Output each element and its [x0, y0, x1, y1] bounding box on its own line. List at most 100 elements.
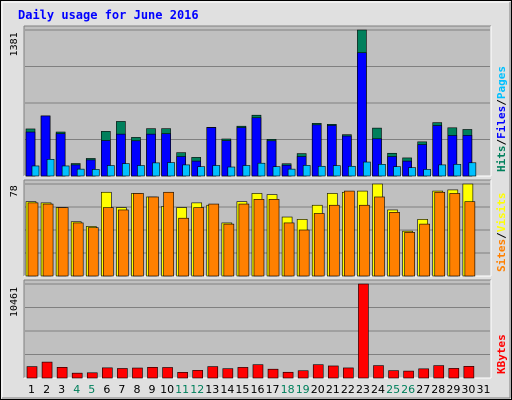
day-label: 10 [160, 383, 174, 396]
bar-kbytes [207, 366, 219, 379]
day-label: 22 [341, 383, 355, 396]
day-label: 19 [296, 383, 310, 396]
bar-sites [148, 196, 159, 277]
bar-files [372, 138, 382, 177]
bar-pages [46, 158, 55, 177]
bar-kbytes [418, 368, 429, 379]
day-label: 17 [266, 383, 280, 396]
bar-pages [137, 165, 145, 177]
bar-kbytes [448, 368, 460, 379]
bar-kbytes [327, 365, 339, 379]
bar-files [462, 135, 473, 177]
bar-files [447, 135, 458, 177]
bar-kbytes [252, 364, 264, 379]
bar-pages [182, 164, 190, 177]
bar-pages [438, 164, 447, 177]
bar-files [311, 124, 322, 177]
bar-sites [464, 201, 476, 277]
panel-visits-sites: 78 Sites/Visits [9, 179, 508, 277]
bar-sites [103, 207, 114, 277]
bar-kbytes [373, 365, 384, 379]
bar-sites [42, 203, 54, 277]
bar-pages [227, 166, 236, 177]
legend-visits: Visits [495, 193, 508, 233]
bar-sites [163, 191, 174, 277]
bar-sites [223, 223, 235, 277]
bar-files [206, 127, 217, 177]
bar-pages [107, 165, 115, 177]
bar-sites [374, 196, 385, 277]
legend-kbytes: KBytes [495, 334, 508, 374]
bar-kbytes [388, 370, 399, 379]
day-label: 3 [58, 383, 65, 396]
day-label: 14 [220, 383, 234, 396]
day-label: 24 [371, 383, 385, 396]
bar-kbytes [147, 367, 158, 379]
bar-sites [268, 199, 280, 277]
bar-kbytes [71, 372, 83, 379]
bar-pages [393, 166, 401, 177]
bar-pages [423, 169, 431, 177]
bar-pages [348, 165, 356, 177]
day-label: 21 [326, 383, 340, 396]
bar-pages [287, 168, 296, 177]
bar-kbytes [282, 371, 294, 379]
bar-pages [408, 167, 416, 177]
bar-kbytes [267, 368, 279, 379]
day-label: 31 [476, 383, 490, 396]
bar-files [131, 140, 141, 177]
bar-sites [72, 222, 84, 277]
panel-kbytes: 10461 KBytes [9, 279, 508, 379]
bar-pages [197, 166, 206, 177]
legend-pages: Pages [495, 66, 508, 99]
bar-pages [317, 165, 326, 177]
bar-files [40, 115, 51, 177]
bar-pages [61, 165, 70, 177]
day-label: 20 [311, 383, 325, 396]
bar-pages [91, 169, 100, 177]
bar-pages [31, 165, 40, 177]
bar-kbytes [222, 368, 234, 379]
bar-pages [468, 162, 477, 177]
bar-sites [359, 204, 370, 277]
panel-background [24, 280, 491, 378]
bar-sites [313, 213, 325, 277]
day-label: 9 [149, 383, 156, 396]
bar-pages [272, 166, 281, 177]
bar-kbytes [312, 364, 324, 379]
bar-kbytes [102, 367, 113, 379]
bar-files [387, 156, 397, 177]
day-label: 26 [401, 383, 415, 396]
day-label: 18 [281, 383, 295, 396]
bar-kbytes [117, 368, 128, 379]
bar-pages [212, 165, 221, 177]
bar-pages [167, 162, 175, 177]
bar-files [342, 135, 352, 177]
legend-files: Files [495, 106, 508, 139]
bar-pages [242, 165, 251, 177]
bar-files [25, 131, 36, 177]
bar-files [101, 140, 111, 177]
day-label: 30 [461, 383, 475, 396]
legend-hits: Hits [495, 146, 508, 173]
bar-sites [87, 227, 99, 277]
legend-separator: / [495, 232, 508, 239]
day-label: 25 [386, 383, 400, 396]
bar-sites [434, 191, 446, 277]
day-label: 11 [175, 383, 189, 396]
bar-files [221, 140, 232, 177]
bar-sites [208, 203, 220, 277]
bar-sites [404, 232, 415, 277]
day-label: 15 [235, 383, 249, 396]
bar-kbytes [237, 367, 249, 379]
bar-kbytes [297, 370, 309, 379]
bar-pages [332, 165, 341, 177]
chart-title: Daily usage for June 2016 [18, 8, 199, 22]
bar-kbytes [463, 366, 475, 379]
bar-sites [193, 207, 205, 277]
bar-sites [283, 222, 295, 277]
bar-files [251, 117, 262, 177]
day-label: 5 [88, 383, 95, 396]
bar-sites [118, 209, 129, 277]
